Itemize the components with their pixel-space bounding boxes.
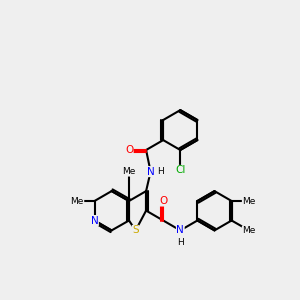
Text: N: N — [147, 167, 154, 177]
Text: Me: Me — [70, 196, 84, 206]
Text: Cl: Cl — [175, 165, 185, 176]
Text: Me: Me — [242, 196, 256, 206]
Text: H: H — [177, 238, 184, 247]
Text: H: H — [157, 167, 164, 176]
Text: Me: Me — [122, 167, 136, 176]
Text: S: S — [132, 225, 139, 236]
Text: O: O — [125, 145, 133, 155]
Text: N: N — [91, 215, 98, 226]
Text: O: O — [159, 196, 167, 206]
Text: N: N — [176, 225, 184, 236]
Text: Me: Me — [242, 226, 256, 235]
